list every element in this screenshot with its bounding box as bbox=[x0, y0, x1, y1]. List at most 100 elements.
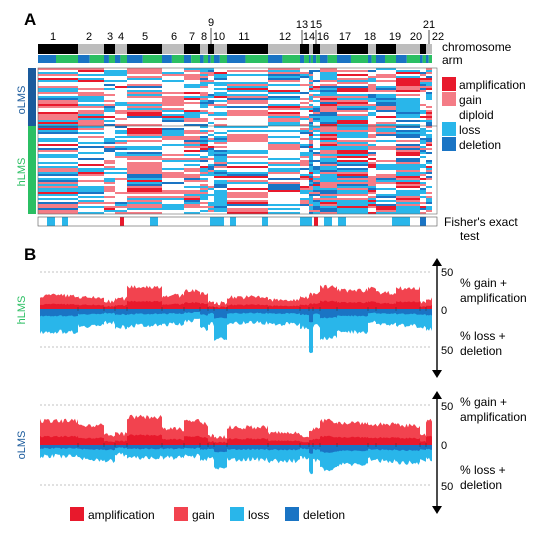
heatmap-cell bbox=[300, 188, 309, 190]
heatmap-cell bbox=[396, 84, 420, 86]
heatmap-cell bbox=[104, 182, 115, 184]
heatmap-cell bbox=[127, 76, 162, 78]
heatmap-cell bbox=[309, 208, 313, 210]
heatmap-cell bbox=[309, 74, 313, 76]
heatmap-cell bbox=[200, 136, 208, 138]
heatmap-cell bbox=[396, 198, 420, 200]
arm-p-2 bbox=[78, 55, 90, 63]
heatmap-cell bbox=[320, 76, 337, 78]
heatmap-cell bbox=[78, 142, 104, 144]
heatmap-cell bbox=[268, 122, 300, 124]
profile-legend-label-gain: gain bbox=[192, 508, 215, 522]
heatmap-cell bbox=[337, 204, 368, 206]
heatmap-cell bbox=[104, 88, 115, 90]
heatmap-cell bbox=[268, 182, 300, 184]
heatmap-cell bbox=[320, 122, 337, 124]
heatmap-cell bbox=[396, 212, 420, 214]
heatmap-cell bbox=[320, 206, 337, 208]
hlms-amplification-area bbox=[40, 300, 432, 309]
heatmap-cell bbox=[268, 184, 300, 186]
heatmap-legend: amplification gain diploid loss deletion bbox=[442, 77, 526, 152]
heatmap-cell bbox=[309, 132, 313, 134]
heatmap-cell bbox=[104, 172, 115, 174]
heatmap-cell bbox=[420, 82, 426, 84]
arm-p-4 bbox=[115, 55, 121, 63]
heatmap-cell bbox=[309, 90, 313, 92]
heatmap-cell bbox=[200, 158, 208, 160]
chromosome-label-5: 5 bbox=[142, 31, 148, 43]
heatmap-cell bbox=[162, 120, 184, 122]
chromosome-label-8: 8 bbox=[201, 31, 207, 43]
heatmap-cell bbox=[376, 80, 396, 82]
arm-p-18 bbox=[368, 55, 372, 63]
heatmap-cell bbox=[426, 130, 432, 132]
arm-p-12 bbox=[268, 55, 283, 63]
heatmap-cell bbox=[313, 94, 320, 96]
heatmap-cell bbox=[320, 174, 337, 176]
heatmap-cell bbox=[184, 158, 200, 160]
heatmap-cell bbox=[396, 210, 420, 212]
heatmap-cell bbox=[426, 136, 432, 138]
heatmap-cell bbox=[320, 166, 337, 168]
heatmap-cell bbox=[396, 102, 420, 104]
heatmap-cell bbox=[337, 88, 368, 90]
chromosome-label-4: 4 bbox=[118, 31, 124, 43]
heatmap-cell bbox=[313, 80, 320, 82]
heatmap-cell bbox=[78, 192, 104, 194]
heatmap-cell bbox=[313, 186, 320, 188]
chromosome-label-21: 21 bbox=[423, 19, 435, 31]
heatmap-cell bbox=[337, 172, 368, 174]
heatmap-cell bbox=[376, 140, 396, 142]
heatmap-cell bbox=[420, 104, 426, 106]
fisher-significant-segment bbox=[324, 217, 332, 226]
chromosome-block-20 bbox=[396, 44, 420, 54]
heatmap-cell bbox=[104, 72, 115, 74]
heatmap-cell bbox=[115, 112, 127, 114]
heatmap-cell bbox=[300, 198, 309, 200]
heatmap-cell bbox=[214, 186, 227, 188]
heatmap-cell bbox=[320, 134, 337, 136]
heatmap-cell bbox=[127, 200, 162, 202]
heatmap-cell bbox=[38, 168, 78, 170]
heatmap-cell bbox=[184, 180, 200, 182]
heatmap-cell bbox=[368, 152, 376, 154]
heatmap-cell bbox=[115, 86, 127, 88]
heatmap-cell bbox=[115, 118, 127, 120]
chromosome-label-9: 9 bbox=[208, 17, 214, 29]
heatmap-cell bbox=[337, 162, 368, 164]
heatmap-cell bbox=[420, 206, 426, 208]
heatmap-cell bbox=[208, 150, 214, 152]
heatmap-cell bbox=[320, 182, 337, 184]
heatmap-cell bbox=[309, 136, 313, 138]
heatmap-cell bbox=[337, 210, 368, 212]
heatmap-cell bbox=[396, 106, 420, 108]
heatmap-cell bbox=[208, 80, 214, 82]
heatmap-cell bbox=[38, 132, 78, 134]
heatmap-cell bbox=[127, 134, 162, 136]
heatmap-cell bbox=[227, 188, 268, 190]
arm-p-20 bbox=[396, 55, 407, 63]
heatmap-cell bbox=[313, 170, 320, 172]
heatmap-cell bbox=[426, 88, 432, 90]
heatmap-cell bbox=[368, 206, 376, 208]
arm-q-12 bbox=[282, 55, 300, 63]
arm-p-22 bbox=[426, 55, 429, 63]
heatmap-cell bbox=[200, 92, 208, 94]
heatmap-cell bbox=[368, 166, 376, 168]
heatmap-cell bbox=[396, 120, 420, 122]
heatmap-cell bbox=[104, 208, 115, 210]
heatmap-cell bbox=[396, 158, 420, 160]
heatmap-cell bbox=[309, 148, 313, 150]
heatmap-cell bbox=[162, 110, 184, 112]
heatmap-cell bbox=[368, 190, 376, 192]
heatmap-cell bbox=[268, 124, 300, 126]
heatmap-cell bbox=[127, 130, 162, 132]
heatmap-cell bbox=[208, 186, 214, 188]
heatmap-cell bbox=[309, 144, 313, 146]
heatmap-cell bbox=[300, 164, 309, 166]
heatmap-cell bbox=[38, 106, 78, 108]
heatmap-cell bbox=[320, 184, 337, 186]
heatmap-cell bbox=[78, 152, 104, 154]
olms-tick-50-top: 50 bbox=[441, 401, 453, 413]
heatmap-cell bbox=[115, 152, 127, 154]
